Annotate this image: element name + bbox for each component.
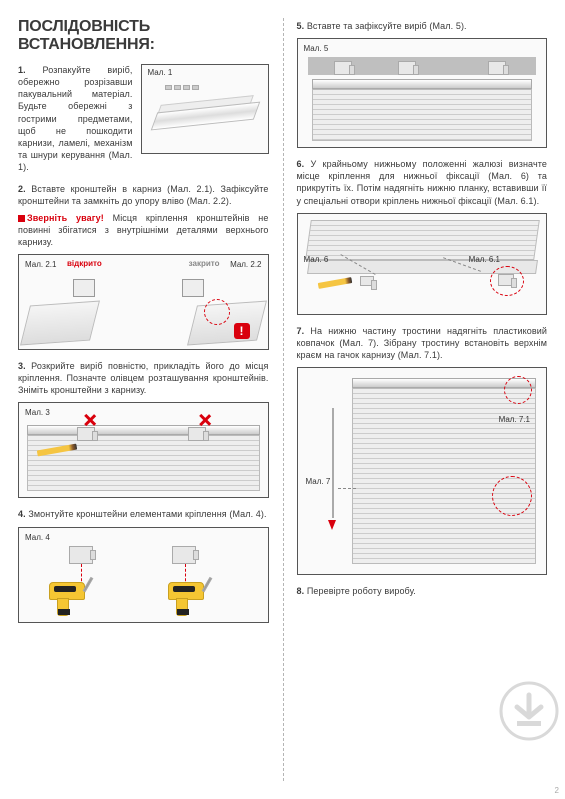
figure-7: Мал. 7 Мал. 7.1	[297, 367, 548, 575]
headrail-icon	[312, 79, 533, 89]
figure-7-label: Мал. 7	[304, 476, 333, 487]
wand-tip-icon	[328, 520, 336, 530]
step-6: 6. У крайньому нижньому положенні жалюзі…	[297, 158, 548, 315]
callout-bottom-icon	[492, 476, 532, 516]
drill-icon	[168, 582, 218, 618]
bracket-icon	[398, 61, 416, 75]
figure-4-label: Мал. 4	[23, 532, 52, 543]
figure-3: Мал. 3	[18, 402, 269, 498]
figure-2-2-label: Мал. 2.2	[228, 259, 263, 270]
tag-open: відкрито	[67, 259, 102, 268]
left-column: ПОСЛІДОВНІСТЬ ВСТАНОВЛЕННЯ: 1. Розпакуйт…	[0, 0, 283, 799]
figure-4: Мал. 4	[18, 527, 269, 623]
figure-3-label: Мал. 3	[23, 407, 52, 418]
figure-1-label: Мал. 1	[146, 67, 175, 78]
step-5-num: 5.	[297, 21, 305, 31]
page: ПОСЛІДОВНІСТЬ ВСТАНОВЛЕННЯ: 1. Розпакуйт…	[0, 0, 565, 799]
headrail-icon	[27, 425, 260, 435]
step-6-num: 6.	[297, 159, 305, 169]
exclamation-icon: !	[234, 323, 250, 339]
blinds-icon	[27, 435, 260, 491]
bracket-left-icon	[69, 546, 93, 564]
step-5-body: Вставте та зафіксуйте виріб (Мал. 5).	[307, 21, 467, 31]
callout-top-icon	[504, 376, 532, 404]
step-2: 2. Вставте кронштейн в карниз (Мал. 2.1)…	[18, 183, 269, 350]
pencil-icon	[317, 277, 352, 289]
bracket-right-icon	[172, 546, 196, 564]
bracket-open-icon	[73, 279, 95, 297]
figure-6: Мал. 6 Мал. 6.1	[297, 213, 548, 315]
tag-closed: закрито	[189, 259, 220, 268]
step-4-num: 4.	[18, 509, 26, 519]
warning-square-icon	[18, 215, 25, 222]
figure-1: Мал. 1	[141, 64, 269, 154]
figure-2-1-label: Мал. 2.1	[23, 259, 58, 270]
blinds-icon	[312, 89, 533, 141]
bracket-icon	[77, 427, 95, 441]
step-8-num: 8.	[297, 586, 305, 596]
bracket-icon	[188, 427, 206, 441]
step-7-num: 7.	[297, 326, 305, 336]
wand-icon	[332, 408, 334, 518]
bracket-icon	[488, 61, 506, 75]
callout-circle-icon	[490, 266, 524, 296]
callout-circle-icon	[204, 299, 230, 325]
bottom-clip-icon	[360, 276, 374, 286]
step-2-num: 2.	[18, 184, 26, 194]
page-title: ПОСЛІДОВНІСТЬ ВСТАНОВЛЕННЯ:	[18, 18, 269, 54]
step-4: 4. Змонтуйте кронштейни елементами кріпл…	[18, 508, 269, 622]
step-1: 1. Розпакуйте виріб, обережно розрізавши…	[18, 64, 269, 173]
bracket-closed-icon	[182, 279, 204, 297]
right-column: 5. Вставте та зафіксуйте виріб (Мал. 5).…	[283, 0, 565, 799]
leader-line-icon	[338, 488, 356, 489]
download-watermark-icon	[499, 681, 559, 741]
step-8-body: Перевірте роботу виробу.	[307, 586, 416, 596]
hardware-bits-icon	[164, 83, 214, 99]
step-6-body: У крайньому нижньому положенні жалюзі ви…	[297, 159, 548, 205]
step-3-num: 3.	[18, 361, 26, 371]
step-5: 5. Вставте та зафіксуйте виріб (Мал. 5).…	[297, 20, 548, 148]
bracket-icon	[334, 61, 352, 75]
step-8: 8. Перевірте роботу виробу.	[297, 585, 548, 597]
step-1-text: 1. Розпакуйте виріб, обережно розрізавши…	[18, 64, 133, 173]
figure-7-1-label: Мал. 7.1	[497, 414, 532, 425]
warning-label: Зверніть увагу!	[27, 213, 104, 223]
figure-5: Мал. 5	[297, 38, 548, 148]
step-7: 7. На нижню частину тростини надягніть п…	[297, 325, 548, 575]
step-4-body: Змонтуйте кронштейни елементами кріпленн…	[28, 509, 266, 519]
figure-5-label: Мал. 5	[302, 43, 331, 54]
page-number: 2	[555, 786, 559, 795]
figure-6-label: Мал. 6	[302, 254, 331, 265]
step-3: 3. Розкрийте виріб повністю, прикладіть …	[18, 360, 269, 498]
cross-mark-icon	[83, 413, 97, 427]
step-3-body: Розкрийте виріб повністю, прикладіть йог…	[18, 361, 269, 395]
figure-2: Мал. 2.1 Мал. 2.2 відкрито закрито !	[18, 254, 269, 350]
rail-left-icon	[20, 301, 100, 346]
step-7-body: На нижню частину тростини надягніть плас…	[297, 326, 548, 360]
cross-mark-icon	[198, 413, 212, 427]
step-1-num: 1.	[18, 65, 26, 75]
figure-6-1-label: Мал. 6.1	[467, 254, 502, 265]
drill-icon	[49, 582, 99, 618]
step-2-body: Вставте кронштейн в карниз (Мал. 2.1). З…	[18, 184, 269, 206]
step-1-body: Розпакуйте виріб, обережно розрізавши па…	[18, 65, 133, 172]
